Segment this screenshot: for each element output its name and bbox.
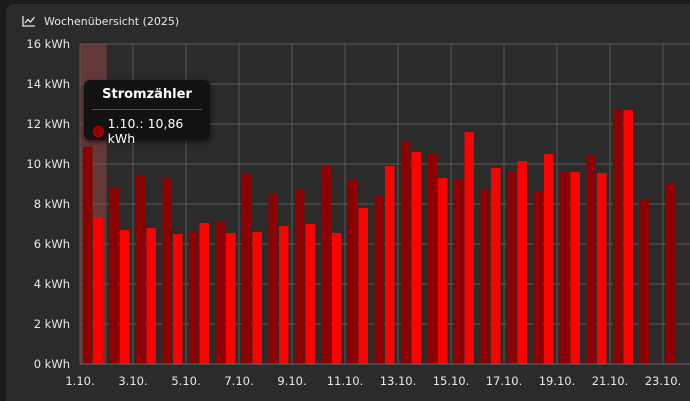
bar (199, 223, 209, 364)
card-header: Wochenübersicht (2025) (22, 12, 179, 30)
bar (146, 228, 156, 364)
y-tick-label: 0 kWh (34, 357, 70, 371)
y-tick-label: 10 kWh (26, 157, 70, 171)
y-tick-label: 12 kWh (26, 117, 70, 131)
x-tick-label: 21.10. (592, 374, 629, 388)
bar (544, 154, 554, 364)
bar (464, 132, 474, 364)
bar (480, 190, 490, 364)
y-tick-label: 2 kWh (34, 317, 70, 331)
bar (623, 110, 633, 364)
bar (189, 232, 199, 364)
y-tick-label: 16 kWh (26, 37, 70, 51)
bar (83, 146, 93, 364)
bar (613, 110, 623, 364)
bar (268, 193, 278, 364)
tooltip-title: Stromzähler (102, 87, 192, 102)
bar (570, 172, 580, 364)
x-tick-label: 13.10. (380, 374, 417, 388)
x-tick-label: 7.10. (224, 374, 253, 388)
bar (279, 226, 289, 364)
bar (305, 224, 315, 364)
y-tick-label: 14 kWh (26, 77, 70, 91)
y-tick-label: 4 kWh (34, 277, 70, 291)
bar (666, 183, 676, 364)
y-tick-label: 8 kWh (34, 197, 70, 211)
x-tick-label: 11.10. (327, 374, 364, 388)
bar (560, 172, 570, 364)
bar-chart[interactable]: 0 kWh 2 kWh 4 kWh 6 kWh 8 kWh 10 kWh 12 kWh 14 … (6, 4, 690, 401)
x-tick-label: 15.10. (433, 374, 470, 388)
chart-tooltip: Stromzähler 1.10.: 10,86 kWh (84, 80, 210, 146)
bar (109, 188, 119, 364)
bar (120, 230, 130, 364)
bar (401, 142, 411, 364)
x-tick-label: 5.10. (171, 374, 200, 388)
bar (491, 168, 501, 364)
chart-title: Wochenübersicht (2025) (44, 14, 180, 28)
bar (533, 192, 543, 364)
bar (226, 233, 236, 364)
bar (93, 217, 103, 364)
bar (507, 172, 517, 364)
tooltip-value: 1.10.: 10,86 kWh (107, 116, 184, 146)
bar (639, 200, 649, 364)
bar (348, 179, 358, 364)
bar (295, 190, 305, 364)
x-tick-label: 17.10. (486, 374, 523, 388)
bar (321, 166, 331, 364)
bar (162, 177, 172, 364)
x-tick-label: 3.10. (118, 374, 147, 388)
y-tick-label: 6 kWh (34, 237, 70, 251)
bar (454, 179, 464, 364)
bar (374, 195, 384, 364)
chart-card: Wochenübersicht (2025) 0 kWh 2 kWh 4 kWh 6 … (6, 4, 690, 401)
series-dot-icon (93, 125, 104, 137)
bar (252, 232, 262, 364)
bar (358, 208, 368, 364)
bar (385, 166, 395, 364)
bar (136, 176, 146, 364)
bar (242, 173, 252, 364)
tooltip-divider (92, 109, 202, 110)
x-tick-label: 23.10. (645, 374, 682, 388)
bar (332, 233, 342, 364)
bar (173, 234, 183, 364)
bar (427, 154, 437, 364)
bar (597, 173, 607, 364)
bar (411, 152, 421, 364)
x-tick-label: 9.10. (277, 374, 306, 388)
line-chart-icon (22, 16, 36, 27)
bar (586, 156, 596, 364)
bar (438, 178, 448, 364)
x-tick-label: 1.10. (65, 374, 94, 388)
bar (215, 221, 225, 364)
bar (517, 161, 527, 364)
tooltip-row: 1.10.: 10,86 kWh (93, 116, 210, 146)
x-tick-label: 19.10. (539, 374, 576, 388)
